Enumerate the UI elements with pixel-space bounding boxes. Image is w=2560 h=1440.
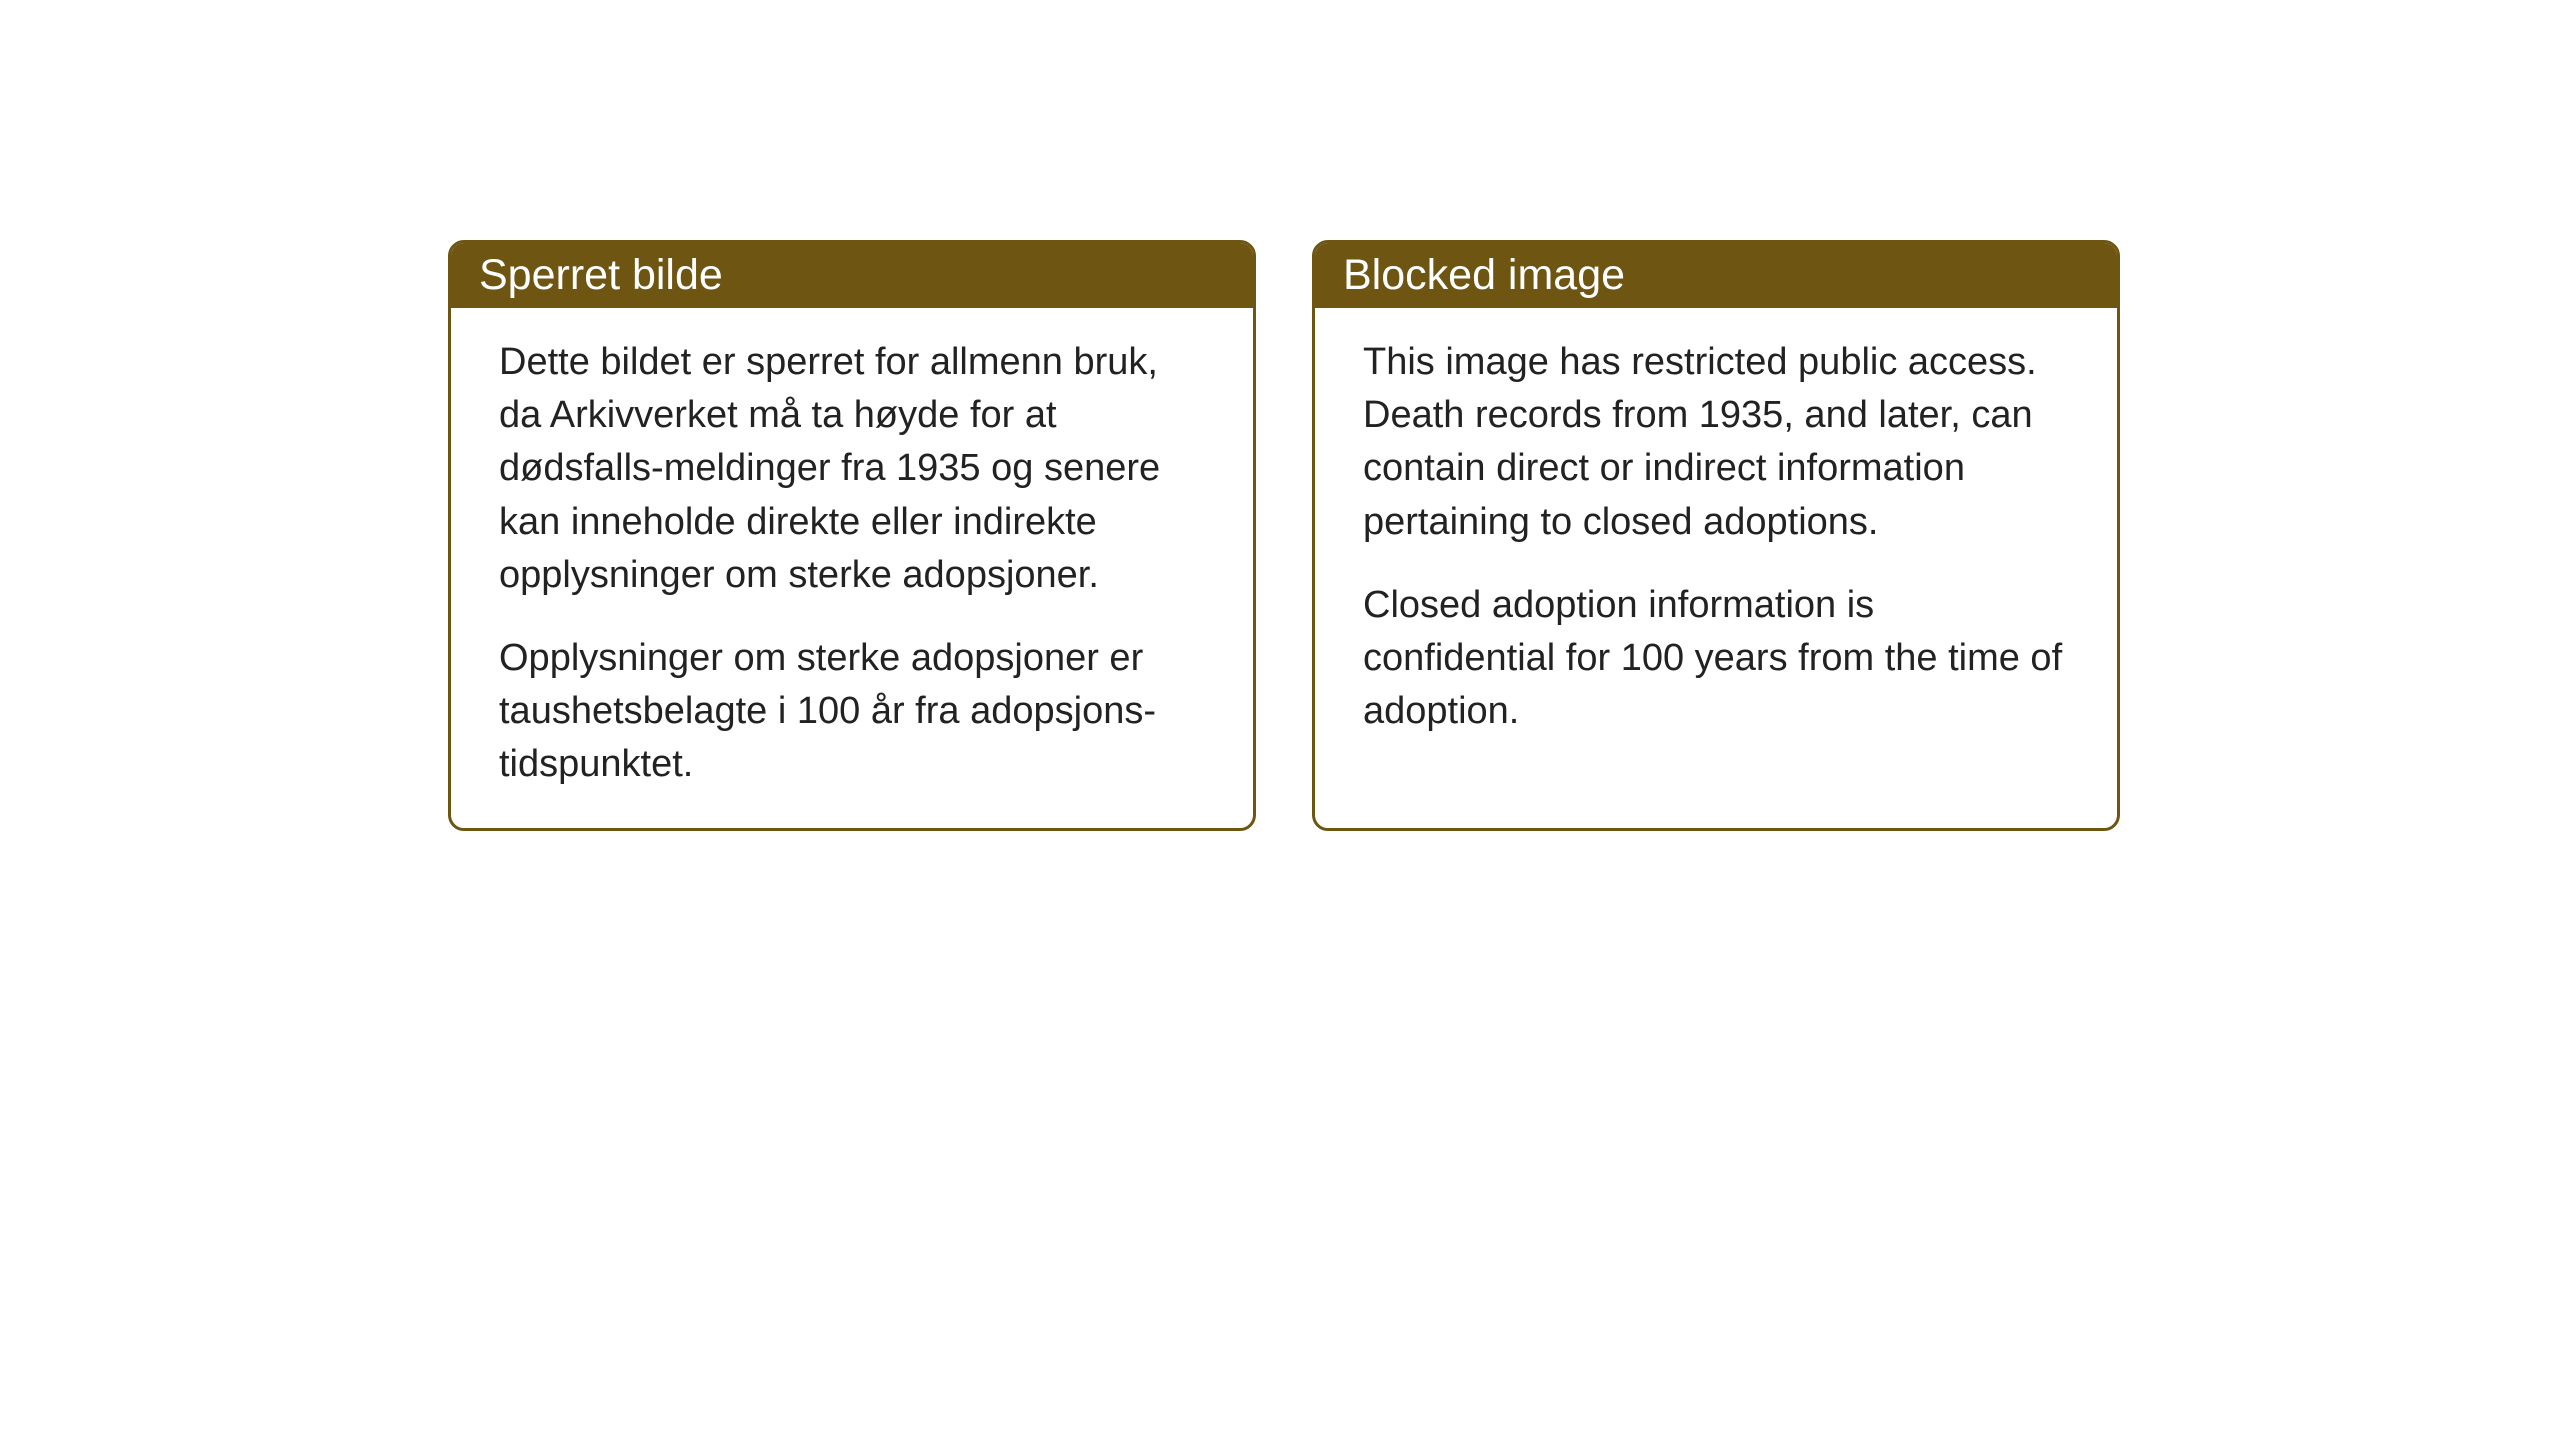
card-paragraph: Dette bildet er sperret for allmenn bruk… — [499, 336, 1205, 602]
card-body: Dette bildet er sperret for allmenn bruk… — [451, 308, 1253, 828]
card-header: Sperret bilde — [451, 243, 1253, 308]
card-title: Blocked image — [1343, 251, 1625, 299]
card-header: Blocked image — [1315, 243, 2117, 308]
card-paragraph: Closed adoption information is confident… — [1363, 579, 2069, 739]
card-title: Sperret bilde — [479, 251, 723, 299]
card-paragraph: Opplysninger om sterke adopsjoner er tau… — [499, 632, 1205, 792]
notice-card-english: Blocked image This image has restricted … — [1312, 240, 2120, 831]
card-paragraph: This image has restricted public access.… — [1363, 336, 2069, 549]
card-body: This image has restricted public access.… — [1315, 308, 2117, 774]
notice-card-norwegian: Sperret bilde Dette bildet er sperret fo… — [448, 240, 1256, 831]
notice-container: Sperret bilde Dette bildet er sperret fo… — [448, 240, 2120, 831]
